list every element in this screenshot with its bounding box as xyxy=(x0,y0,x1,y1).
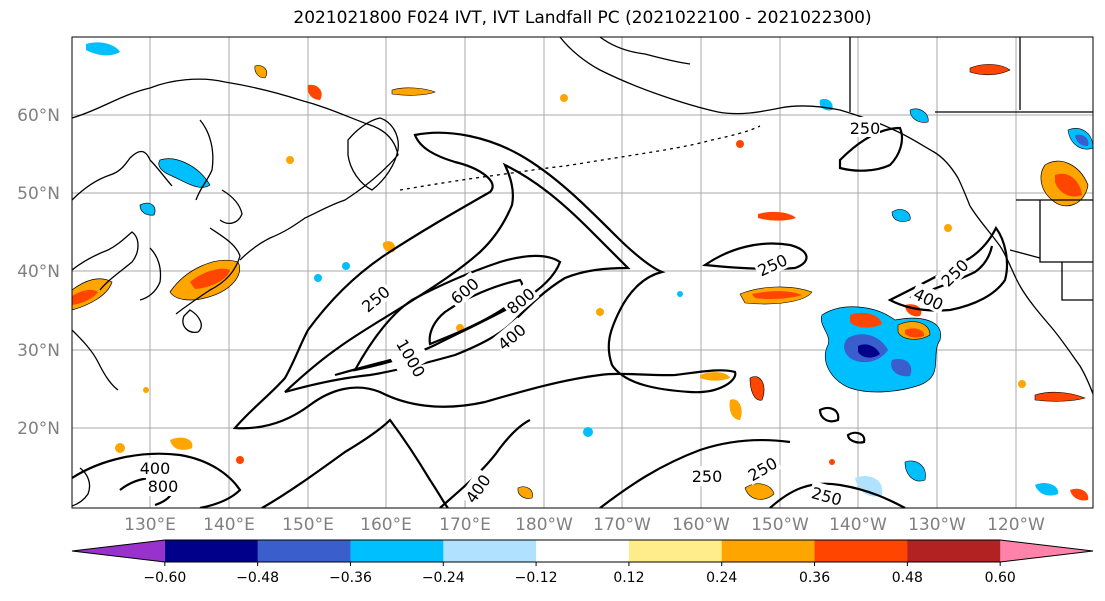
colorbar-tick-label: −0.60 xyxy=(143,570,186,586)
lon-label: 130°E xyxy=(124,515,176,535)
lat-label: 30°N xyxy=(17,341,60,361)
lon-label: 120°W xyxy=(987,515,1045,535)
pc-shading xyxy=(72,42,1093,501)
contour-label: 250 xyxy=(850,119,881,138)
ivt-contours xyxy=(72,126,1009,508)
lon-label: 160°W xyxy=(672,515,730,535)
lon-label: 160°E xyxy=(360,515,412,535)
colorbar-tick-label: −0.24 xyxy=(422,570,465,586)
lat-label: 50°N xyxy=(17,184,60,204)
contour-label: 400 xyxy=(140,459,171,478)
colorbar-segment xyxy=(257,540,351,562)
colorbar: −0.60 −0.48 −0.36 −0.24 −0.12 0.12 0.24 0.36 0.4… xyxy=(71,539,1094,586)
contour-label: 250 xyxy=(692,467,723,486)
map-title: 2021021800 F024 IVT, IVT Landfall PC (20… xyxy=(293,8,872,28)
lon-label: 130°W xyxy=(908,515,966,535)
colorbar-segment xyxy=(907,540,1001,562)
colorbar-tick-label: 0.12 xyxy=(613,570,644,586)
colorbar-tick-label: −0.12 xyxy=(515,570,558,586)
colorbar-segment xyxy=(1000,540,1093,562)
lat-label: 60°N xyxy=(17,106,60,126)
map-border xyxy=(71,36,1094,509)
latitude-labels: 60°N 50°N 40°N 30°N 20°N xyxy=(17,106,60,439)
lon-label: 150°W xyxy=(751,515,809,535)
colorbar-segment xyxy=(536,540,630,562)
lat-label: 20°N xyxy=(17,419,60,439)
colorbar-tick-label: 0.60 xyxy=(985,570,1016,586)
lon-label: 150°E xyxy=(282,515,334,535)
lon-label: 140°W xyxy=(829,515,887,535)
contour-label: 800 xyxy=(148,477,179,496)
colorbar-segment xyxy=(72,540,165,562)
coastlines xyxy=(72,37,1093,507)
colorbar-tick-label: −0.36 xyxy=(329,570,372,586)
colorbar-segment xyxy=(628,540,723,562)
colorbar-segment xyxy=(721,540,816,562)
lon-label: 140°E xyxy=(203,515,255,535)
longitude-labels: 130°E 140°E 150°E 160°E 170°E 180°W 170°… xyxy=(124,515,1045,535)
colorbar-tick-label: 0.24 xyxy=(706,570,737,586)
lon-label: 180°W xyxy=(515,515,573,535)
lat-label: 40°N xyxy=(17,262,60,282)
colorbar-segment xyxy=(350,540,444,562)
colorbar-segment xyxy=(814,540,908,562)
colorbar-tick-label: 0.36 xyxy=(799,570,830,586)
colorbar-tick-label: −0.48 xyxy=(236,570,279,586)
colorbar-tick-label: 0.48 xyxy=(892,570,923,586)
lon-label: 170°E xyxy=(439,515,491,535)
colorbar-segment xyxy=(164,540,259,562)
lon-label: 170°W xyxy=(593,515,651,535)
colorbar-segment xyxy=(443,540,537,562)
